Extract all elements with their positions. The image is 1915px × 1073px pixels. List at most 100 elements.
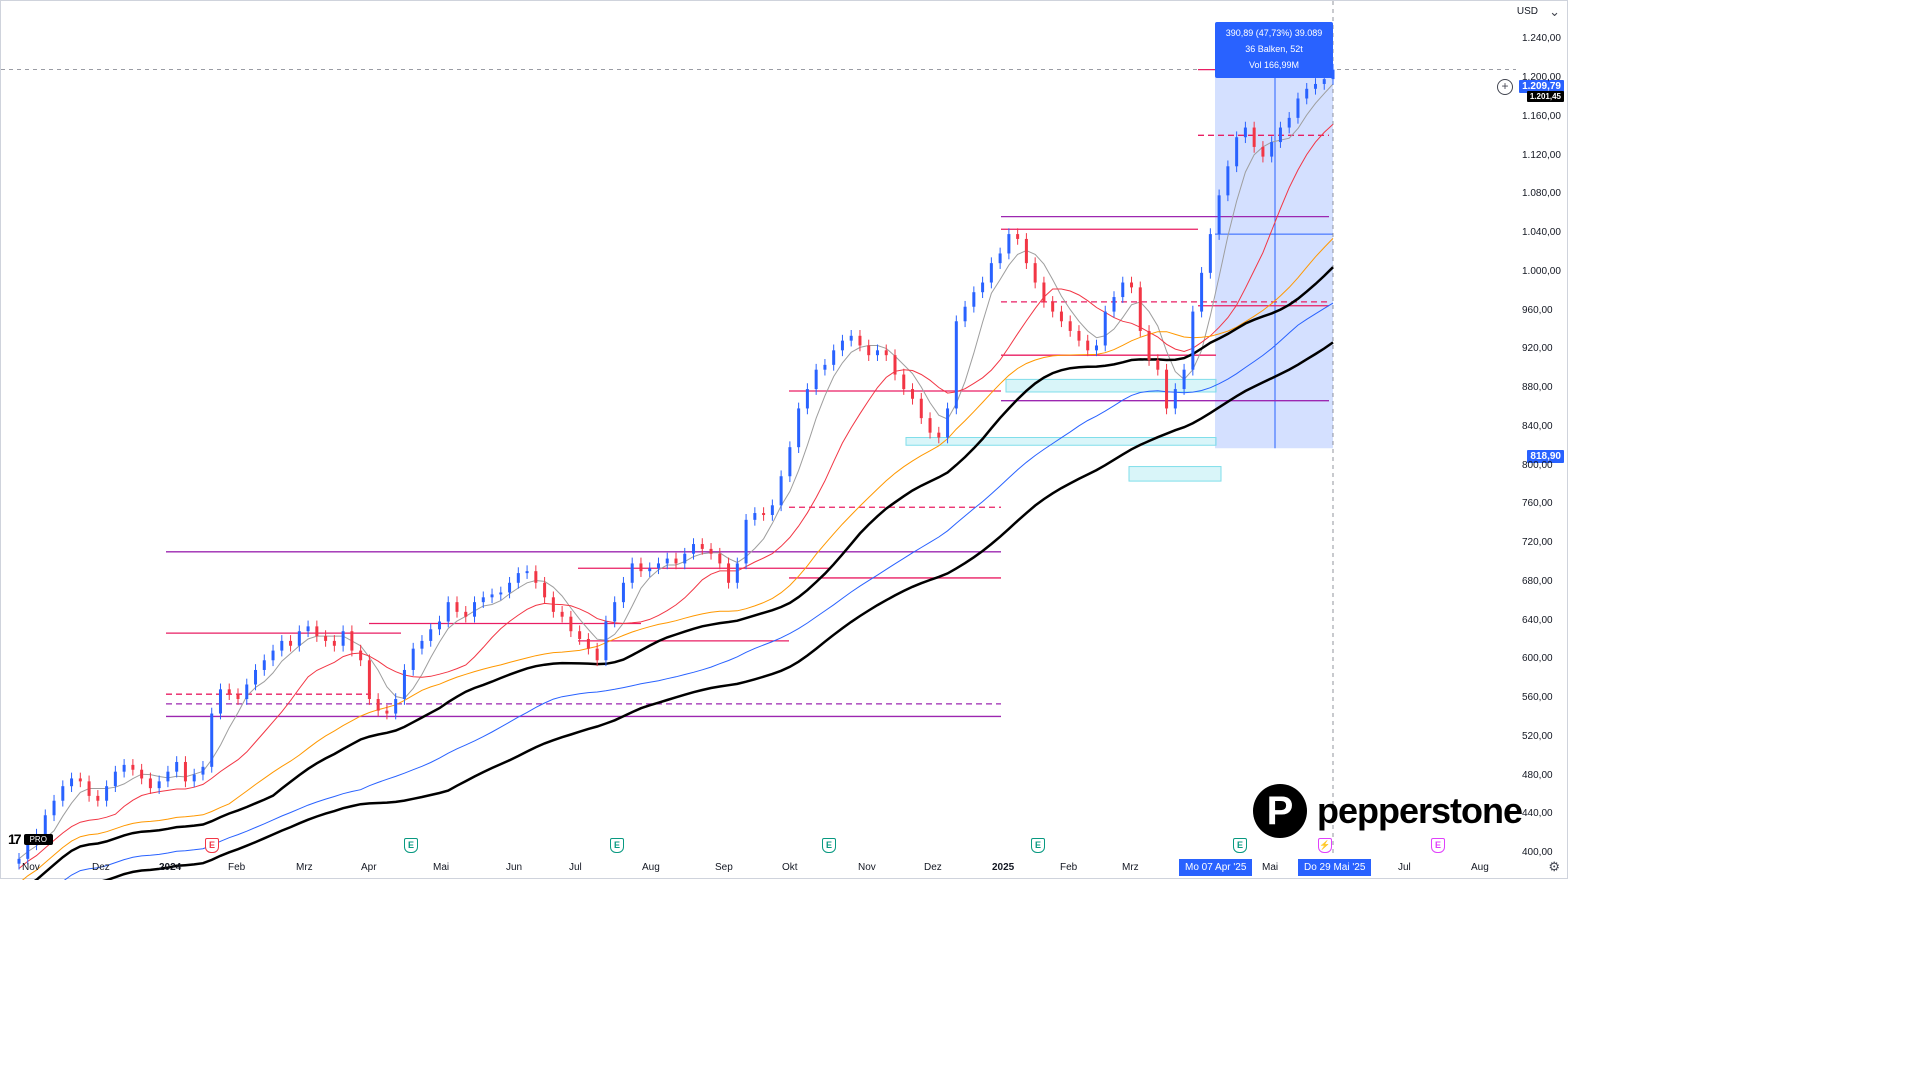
candle-body bbox=[218, 689, 222, 714]
y-tick-label: 1.160,00 bbox=[1522, 110, 1561, 122]
date-end-tag: Do 29 Mai '25 bbox=[1298, 859, 1372, 876]
candle-body bbox=[376, 699, 380, 711]
y-tick-label: 560,00 bbox=[1522, 692, 1553, 704]
tv-pro-badge: PRO bbox=[23, 833, 53, 845]
candle-body bbox=[26, 844, 30, 859]
candle-body bbox=[762, 513, 766, 515]
candle-body bbox=[280, 640, 284, 651]
earnings-event-icon[interactable]: E bbox=[822, 838, 836, 853]
candle-body bbox=[1094, 345, 1098, 351]
x-tick-label: Mrz bbox=[296, 862, 313, 873]
candle-body bbox=[665, 558, 669, 564]
candle-body bbox=[534, 571, 538, 583]
candle-body bbox=[96, 795, 100, 801]
current-price-tag: 1.209,79 bbox=[1519, 80, 1564, 93]
currency-label[interactable]: USD bbox=[1516, 6, 1538, 17]
candle-body bbox=[105, 786, 109, 801]
candle-body bbox=[928, 418, 932, 433]
add-alert-icon[interactable]: + bbox=[1497, 79, 1513, 95]
candle-body bbox=[297, 631, 301, 646]
candle-body bbox=[963, 306, 967, 322]
candle-body bbox=[1138, 287, 1142, 331]
candle-body bbox=[779, 476, 783, 506]
y-tick-label: 1.120,00 bbox=[1522, 149, 1561, 161]
x-tick-label: Jul bbox=[1398, 862, 1411, 873]
earnings-event-icon[interactable]: E bbox=[1031, 838, 1045, 853]
candle-body bbox=[893, 355, 897, 375]
y-tick-label: 680,00 bbox=[1522, 575, 1553, 587]
candle-body bbox=[481, 597, 485, 603]
x-tick-label: Mai bbox=[1262, 862, 1279, 873]
pepperstone-wordmark: pepperstone bbox=[1317, 790, 1523, 831]
chart-canvas[interactable] bbox=[0, 0, 1568, 880]
candle-body bbox=[394, 699, 398, 714]
x-tick-label: Feb bbox=[1060, 862, 1078, 873]
earnings-event-icon[interactable]: ⚡ bbox=[1318, 838, 1332, 853]
candle-body bbox=[148, 778, 152, 789]
candle-body bbox=[175, 761, 179, 772]
x-tick-label: 2024 bbox=[159, 862, 182, 873]
candle-body bbox=[306, 626, 310, 632]
candle-body bbox=[832, 350, 836, 365]
earnings-event-icon[interactable]: E bbox=[1431, 838, 1445, 853]
y-tick-label: 440,00 bbox=[1522, 808, 1553, 820]
x-tick-label: Aug bbox=[642, 862, 660, 873]
candle-body bbox=[210, 713, 214, 767]
candle-body bbox=[744, 519, 748, 564]
candle-body bbox=[560, 611, 564, 617]
candle-body bbox=[569, 616, 573, 632]
y-tick-label: 1.240,00 bbox=[1522, 33, 1561, 45]
candle-body bbox=[578, 631, 582, 639]
candle-body bbox=[788, 447, 792, 477]
candle-body bbox=[131, 764, 135, 770]
earnings-event-icon[interactable]: E bbox=[404, 838, 418, 853]
y-tick-label: 640,00 bbox=[1522, 614, 1553, 626]
pepperstone-mark: P bbox=[1253, 784, 1307, 838]
y-tick-label: 800,00 bbox=[1522, 459, 1553, 471]
candle-body bbox=[1130, 282, 1134, 288]
candle-body bbox=[183, 761, 187, 782]
candle-body bbox=[1191, 311, 1195, 370]
candle-body bbox=[709, 548, 713, 554]
date-start-tag: Mo 07 Apr '25 bbox=[1179, 859, 1253, 876]
candle-body bbox=[613, 602, 617, 622]
candle-body bbox=[192, 774, 196, 782]
y-tick-label: 1.000,00 bbox=[1522, 265, 1561, 277]
candle-body bbox=[823, 364, 827, 370]
x-tick-label: 2025 bbox=[992, 862, 1015, 873]
candle-body bbox=[770, 505, 774, 515]
candle-body bbox=[446, 602, 450, 622]
candle-body bbox=[727, 563, 731, 583]
gear-icon[interactable]: ⚙ bbox=[1548, 859, 1560, 874]
x-tick-label: Apr bbox=[361, 862, 377, 873]
earnings-event-icon[interactable]: E bbox=[205, 838, 219, 853]
candle-body bbox=[1042, 282, 1046, 302]
measure-line-2: 36 Balken, 52t bbox=[1245, 44, 1303, 54]
y-tick-label: 480,00 bbox=[1522, 769, 1553, 781]
earnings-event-icon[interactable]: E bbox=[1233, 838, 1247, 853]
candle-body bbox=[43, 815, 47, 835]
settings-icon[interactable]: ⌄ bbox=[1549, 4, 1560, 19]
candle-body bbox=[367, 660, 371, 700]
x-tick-label: Nov bbox=[858, 862, 876, 873]
candle-body bbox=[464, 611, 468, 617]
candle-body bbox=[1182, 369, 1186, 390]
candle-body bbox=[271, 650, 275, 661]
y-tick-label: 600,00 bbox=[1522, 653, 1553, 665]
candle-body bbox=[332, 640, 336, 646]
earnings-event-icon[interactable]: E bbox=[610, 838, 624, 853]
candle-body bbox=[490, 594, 494, 598]
candle-body bbox=[1112, 297, 1116, 312]
candle-body bbox=[245, 684, 249, 700]
candle-body bbox=[674, 558, 678, 564]
candle-body bbox=[858, 335, 862, 346]
measure-tooltip: 390,89 (47,73%) 39.089 36 Balken, 52t Vo… bbox=[1215, 22, 1333, 78]
candle-body bbox=[1217, 195, 1221, 235]
candle-body bbox=[683, 553, 687, 564]
x-tick-label: Jul bbox=[569, 862, 582, 873]
measure-line-1: 390,89 (47,73%) 39.089 bbox=[1225, 28, 1323, 38]
candle-body bbox=[1261, 146, 1265, 157]
candle-body bbox=[61, 786, 65, 801]
candle-body bbox=[525, 571, 529, 574]
candle-body bbox=[508, 582, 512, 593]
